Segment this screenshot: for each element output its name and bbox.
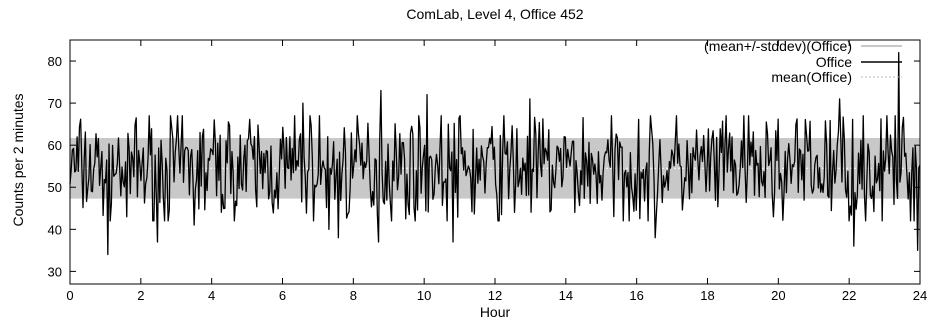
- legend-mean-label: mean(Office): [771, 69, 852, 85]
- chart-title: ComLab, Level 4, Office 452: [406, 6, 583, 22]
- y-tick-label: 60: [48, 138, 62, 153]
- x-tick-label: 24: [913, 288, 927, 303]
- y-tick-label: 40: [48, 222, 62, 237]
- x-axis-label: Hour: [480, 304, 511, 320]
- legend-office-label: Office: [816, 54, 853, 70]
- x-tick-label: 18: [700, 288, 714, 303]
- y-tick-label: 30: [48, 264, 62, 279]
- office-series: [69, 51, 921, 256]
- x-tick-label: 22: [842, 288, 856, 303]
- legend: (mean+/-stddev)(Office)Officemean(Office…: [704, 38, 902, 85]
- y-tick-label: 70: [48, 96, 62, 111]
- x-axis-ticks: 0 2 4 6 8 10 12 14 16 18 20 22 24: [66, 40, 927, 303]
- x-tick-label: 12: [488, 288, 502, 303]
- y-axis-ticks: 30 40 50 60 70 80: [48, 54, 920, 279]
- x-tick-label: 10: [417, 288, 431, 303]
- y-tick-label: 50: [48, 180, 62, 195]
- x-tick-label: 20: [771, 288, 785, 303]
- legend-band-label: (mean+/-stddev)(Office): [704, 38, 852, 54]
- x-tick-label: 8: [350, 288, 357, 303]
- x-tick-label: 16: [629, 288, 643, 303]
- x-tick-label: 14: [559, 288, 573, 303]
- x-tick-label: 0: [66, 288, 73, 303]
- y-axis-label: Counts per 2 minutes: [10, 93, 26, 226]
- y-tick-label: 80: [48, 54, 62, 69]
- x-tick-label: 6: [279, 288, 286, 303]
- office-line: [69, 51, 921, 256]
- x-tick-label: 2: [137, 288, 144, 303]
- x-tick-label: 4: [208, 288, 215, 303]
